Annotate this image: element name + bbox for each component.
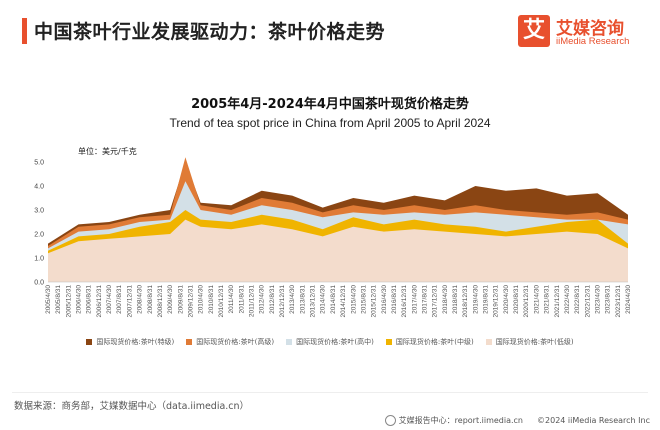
x-tick-label: 2008/12/31 [157, 285, 164, 318]
y-tick-label: 4.0 [34, 184, 44, 191]
brand-name: 艾媒咨询 [556, 19, 624, 39]
x-tick-label: 2006/4/30 [76, 285, 83, 314]
unit-label: 单位：美元/千克 [78, 147, 137, 156]
x-tick-label: 2022/4/30 [564, 285, 571, 314]
chart-legend: 国际现货价格:茶叶(特级) 国际现货价格:茶叶(高级) 国际现货价格:茶叶(高中… [0, 337, 660, 347]
brand-mark-icon: 艾 [518, 15, 550, 47]
x-tick-label: 2019/4/30 [472, 285, 479, 314]
x-tick-label: 2023/4/30 [595, 285, 602, 314]
legend-label-high: 国际现货价格:茶叶(高级) [196, 338, 275, 346]
x-tick-label: 2022/12/31 [584, 285, 591, 318]
page-footer: 艾媒报告中心：report.iimedia.cn ©2024 iiMedia R… [384, 415, 650, 426]
x-tick-label: 2007/8/31 [116, 285, 123, 314]
x-tick-label: 2021/4/30 [533, 285, 540, 314]
x-tick-label: 2018/12/31 [462, 285, 469, 318]
x-tick-label: 2023/8/31 [605, 285, 612, 314]
legend-label-mid: 国际现货价格:茶叶(中级) [395, 338, 474, 346]
x-tick-label: 2015/12/31 [371, 285, 378, 318]
x-tick-label: 2017/12/31 [432, 285, 439, 318]
x-tick-label: 2010/12/31 [218, 285, 225, 318]
x-tick-label: 2020/12/31 [523, 285, 530, 318]
x-tick-label: 2018/8/31 [452, 285, 459, 314]
legend-item-mid-high: 国际现货价格:茶叶(高中) [286, 337, 374, 347]
x-tick-label: 2010/8/31 [208, 285, 215, 314]
legend-swatch-low [485, 339, 492, 345]
globe-icon [384, 415, 396, 426]
title-accent-bar [22, 18, 27, 44]
y-tick-label: 0.0 [34, 280, 44, 287]
legend-swatch-special [86, 339, 93, 345]
x-tick-label: 2006/12/31 [96, 285, 103, 318]
brand-logo[interactable]: 艾 艾媒咨询 iiMedia Research [518, 13, 648, 53]
legend-swatch-mid-high [286, 339, 293, 345]
brand-subtitle: iiMedia Research [556, 36, 630, 47]
x-tick-label: 2014/4/30 [320, 285, 327, 314]
x-tick-label: 2012/8/31 [269, 285, 276, 314]
x-tick-label: 2011/4/30 [228, 285, 235, 314]
legend-label-low: 国际现货价格:茶叶(低级) [495, 338, 574, 346]
x-tick-label: 2022/8/31 [574, 285, 581, 314]
copyright: ©2024 iiMedia Research Inc [537, 416, 650, 425]
x-tick-label: 2019/8/31 [483, 285, 490, 314]
report-center-text: 艾媒报告中心：report.iimedia.cn [398, 416, 524, 425]
x-tick-label: 2021/8/31 [544, 285, 551, 314]
legend-swatch-mid [385, 339, 392, 345]
x-tick-label: 2021/12/31 [554, 285, 561, 318]
chart-subtitle: Trend of tea spot price in China from Ap… [169, 116, 491, 130]
y-tick-label: 2.0 [34, 232, 44, 239]
x-tick-label: 2013/4/30 [289, 285, 296, 314]
x-tick-label: 2011/8/31 [238, 285, 245, 314]
y-tick-label: 1.0 [34, 256, 44, 263]
x-tick-label: 2005/8/31 [55, 285, 62, 314]
x-tick-label: 2008/4/30 [137, 285, 144, 314]
x-tick-label: 2023/12/31 [615, 285, 622, 318]
y-tick-label: 5.0 [34, 160, 44, 167]
x-tick-label: 2012/12/31 [279, 285, 286, 318]
x-tick-label: 2013/8/31 [299, 285, 306, 314]
report-center-link[interactable]: 艾媒报告中心：report.iimedia.cn [384, 415, 524, 426]
legend-item-low: 国际现货价格:茶叶(低级) [485, 337, 574, 347]
x-tick-label: 2005/4/30 [45, 285, 52, 314]
x-tick-label: 2015/8/31 [360, 285, 367, 314]
legend-label-mid-high: 国际现货价格:茶叶(高中) [296, 338, 374, 346]
x-tick-label: 2011/12/31 [249, 285, 256, 317]
legend-swatch-high [186, 339, 193, 345]
x-tick-label: 2015/4/30 [350, 285, 357, 314]
footer-divider [12, 392, 648, 393]
legend-item-high: 国际现货价格:茶叶(高级) [186, 337, 274, 347]
x-tick-label: 2024/4/30 [625, 285, 632, 314]
x-tick-label: 2006/8/31 [86, 285, 93, 314]
x-tick-label: 2016/4/30 [381, 285, 388, 314]
data-source: 数据来源：商务部，艾媒数据中心（data.iimedia.cn） [14, 401, 250, 412]
x-tick-label: 2012/4/30 [259, 285, 266, 314]
x-tick-label: 2017/4/30 [411, 285, 418, 314]
x-tick-label: 2009/12/31 [188, 285, 195, 318]
x-tick-label: 2014/8/31 [330, 285, 337, 314]
x-tick-label: 2020/8/31 [513, 285, 520, 314]
x-tick-label: 2010/4/30 [198, 285, 205, 314]
x-tick-label: 2007/4/30 [106, 285, 113, 314]
x-tick-label: 2014/12/31 [340, 285, 347, 318]
page-title: 中国茶叶行业发展驱动力：茶叶价格走势 [34, 21, 386, 43]
x-tick-label: 2016/8/31 [391, 285, 398, 314]
x-tick-label: 2019/12/31 [493, 285, 500, 318]
x-tick-label: 2005/12/31 [65, 285, 72, 318]
x-tick-label: 2013/12/31 [310, 285, 317, 318]
x-tick-label: 2007/12/31 [126, 285, 133, 318]
x-tick-label: 2017/8/31 [422, 285, 429, 314]
chart-title: 2005年4月-2024年4月中国茶叶现货价格走势 [191, 97, 469, 112]
x-tick-label: 2016/12/31 [401, 285, 408, 318]
x-tick-label: 2008/8/31 [147, 285, 154, 314]
x-tick-label: 2009/8/31 [177, 285, 184, 314]
area-series-4 [48, 219, 628, 282]
y-tick-label: 3.0 [34, 208, 44, 215]
x-tick-label: 2020/4/30 [503, 285, 510, 314]
x-tick-label: 2009/4/30 [167, 285, 174, 314]
legend-item-mid: 国际现货价格:茶叶(中级) [385, 337, 474, 347]
x-tick-label: 2018/4/30 [442, 285, 449, 314]
legend-item-special: 国际现货价格:茶叶(特级) [86, 337, 174, 347]
legend-label-special: 国际现货价格:茶叶(特级) [96, 338, 175, 346]
